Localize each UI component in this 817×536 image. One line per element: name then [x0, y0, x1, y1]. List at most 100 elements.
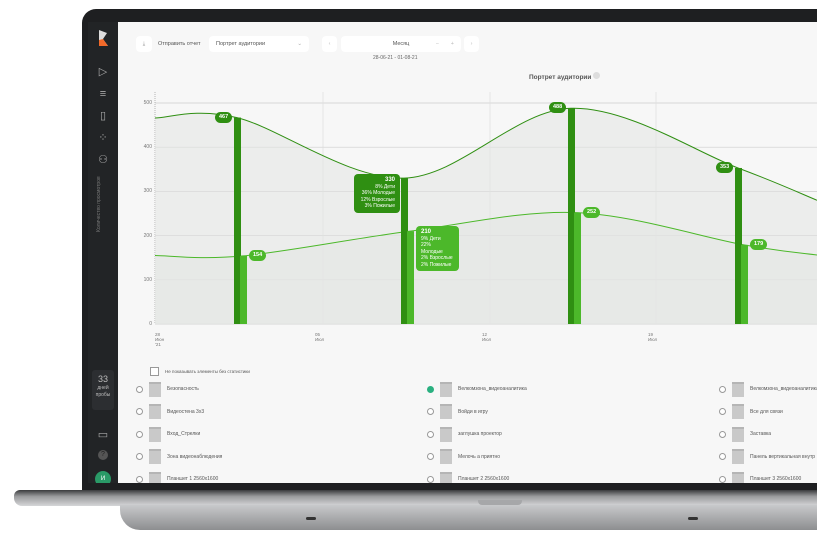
- list-item-label: Войди в игру: [458, 408, 488, 415]
- folder-icon: [149, 449, 161, 464]
- bar: [407, 231, 414, 324]
- list-item[interactable]: Войди в игру: [427, 404, 488, 420]
- tooltip-line: 22% Молодые: [421, 242, 443, 255]
- chart-title: Портрет аудитории: [529, 72, 601, 81]
- zoom-out-icon[interactable]: −: [435, 41, 439, 47]
- radio-button[interactable]: [719, 385, 726, 393]
- folder-icon: [440, 426, 452, 442]
- list-item[interactable]: Все для связи: [719, 404, 783, 420]
- folder-icon: [440, 449, 452, 464]
- tooltip-line: 3% Пожилые: [364, 203, 395, 210]
- value-bubble[interactable]: 488: [549, 102, 567, 114]
- laptop-notch: [478, 500, 522, 505]
- radio-button[interactable]: [719, 408, 726, 415]
- list-item-label: Зона видеонаблюдения: [167, 453, 223, 460]
- value-bubble[interactable]: 179: [750, 238, 768, 250]
- list-item[interactable]: Зона видеонаблюдения: [136, 449, 222, 465]
- list-item[interactable]: Безопасность: [136, 381, 199, 397]
- value-bubble[interactable]: 252: [583, 206, 601, 218]
- user-icon[interactable]: ⚇: [98, 154, 108, 166]
- filter-icon[interactable]: ≡: [99, 88, 107, 100]
- radio-button[interactable]: [427, 408, 434, 415]
- radio-button[interactable]: [136, 385, 143, 393]
- bar: [574, 212, 581, 324]
- radio-button[interactable]: [427, 453, 434, 460]
- laptop-base: [14, 490, 817, 506]
- list-item-label: Панель вертикальная внутр: [750, 453, 816, 460]
- help-icon[interactable]: ?: [98, 450, 108, 460]
- list-item[interactable]: заглушка проектор: [427, 426, 502, 442]
- avatar[interactable]: И: [95, 471, 111, 483]
- value-bubble[interactable]: 154: [249, 249, 267, 261]
- loader-icon[interactable]: ⁘: [98, 132, 108, 144]
- info-icon[interactable]: [593, 72, 601, 79]
- report-select[interactable]: Портрет аудитории ⌄: [209, 36, 309, 52]
- prev-button[interactable]: ‹: [322, 36, 337, 52]
- folder-icon: [732, 381, 744, 397]
- folder-icon: [440, 381, 452, 397]
- radio-button[interactable]: [719, 430, 726, 438]
- radio-button[interactable]: [427, 385, 434, 393]
- bar: [735, 167, 742, 324]
- list-item[interactable]: Планшет 2 2560x1600: [427, 471, 509, 483]
- list-item[interactable]: Велкомзона_видеоаналитика: [719, 381, 817, 397]
- list-item[interactable]: Видеостена 3x3: [136, 404, 204, 420]
- monitor-icon[interactable]: ▭: [97, 429, 109, 441]
- value-bubble[interactable]: 467: [215, 111, 233, 123]
- list-item-label: Видеостена 3x3: [167, 408, 205, 415]
- list-item-label: заглушка проектор: [458, 431, 502, 437]
- radio-button[interactable]: [719, 475, 726, 483]
- tooltip-value: 210: [421, 229, 432, 236]
- tooltip-line: 2% Пожилые: [421, 261, 452, 268]
- radio-button[interactable]: [427, 475, 434, 483]
- report-select-value: Портрет аудитории: [216, 41, 266, 47]
- radio-button[interactable]: [136, 430, 143, 438]
- list-item[interactable]: Велкомзона_видеоаналитика: [427, 381, 527, 397]
- chart-title-text: Портрет аудитории: [529, 74, 592, 81]
- send-report-button[interactable]: Отправить отчет: [158, 41, 201, 47]
- list-item[interactable]: Панель вертикальная внутр: [719, 449, 815, 465]
- list-item-label: Планшет 1 2560x1600: [167, 476, 219, 482]
- list-item[interactable]: Планшет 1 2560x1600: [136, 471, 218, 483]
- folder-icon: [149, 381, 161, 397]
- list-item[interactable]: Мелочь а приятно: [427, 449, 500, 465]
- date-range: 28-06-21 - 01-08-21: [373, 55, 418, 61]
- x-tick-label: 28 Июн '21: [155, 332, 165, 347]
- hide-empty-checkbox[interactable]: [150, 367, 159, 376]
- hide-empty-label: Не показывать элементы без статистики: [165, 369, 250, 374]
- folder-icon: [732, 426, 744, 442]
- tooltip-line: 9% Дети: [421, 235, 441, 242]
- value-bubble[interactable]: 353: [716, 161, 734, 173]
- folder-icon: [732, 449, 744, 464]
- radio-button[interactable]: [136, 453, 143, 460]
- y-tick-label: 0: [149, 321, 152, 327]
- document-icon[interactable]: ▯: [99, 110, 107, 122]
- play-icon[interactable]: ▷: [98, 66, 108, 78]
- list-item-label: Велкомзона_видеоаналитика: [750, 386, 817, 392]
- radio-button[interactable]: [136, 475, 143, 483]
- radio-button[interactable]: [719, 453, 726, 460]
- tooltip-line: 8% Дети: [375, 183, 395, 190]
- sidebar: ▷ ≡ ▯ ⁘ ⚇ 33 дней пробы ▭ ? И: [88, 22, 118, 483]
- download-icon[interactable]: ⤓: [136, 36, 152, 52]
- list-item-label: Велкомзона_видеоаналитика: [458, 386, 527, 392]
- zoom-in-icon[interactable]: +: [450, 41, 454, 47]
- list-item[interactable]: Вход_Стрелки: [136, 426, 200, 442]
- y-tick-label: 400: [143, 144, 152, 151]
- folder-icon: [440, 404, 452, 419]
- list-item-label: Мелочь а приятно: [458, 453, 501, 460]
- app-screen: ▷ ≡ ▯ ⁘ ⚇ 33 дней пробы ▭ ? И ⤓ Отправить…: [88, 22, 817, 483]
- y-tick-label: 200: [143, 232, 152, 239]
- folder-icon: [149, 426, 161, 442]
- list-item-label: Заставка: [750, 431, 772, 437]
- trial-label: дней пробы: [95, 385, 111, 398]
- radio-button[interactable]: [136, 408, 143, 415]
- x-tick-label: 19 Июл: [648, 332, 658, 342]
- next-button[interactable]: ›: [464, 36, 479, 52]
- radio-button[interactable]: [427, 430, 434, 438]
- list-item[interactable]: Планшет 3 2560x1600: [719, 471, 801, 483]
- tooltip-value: 330: [384, 177, 395, 184]
- list-item[interactable]: Заставка: [719, 426, 771, 442]
- y-tick-label: 100: [143, 276, 152, 283]
- period-select[interactable]: Месяц − +: [341, 36, 461, 52]
